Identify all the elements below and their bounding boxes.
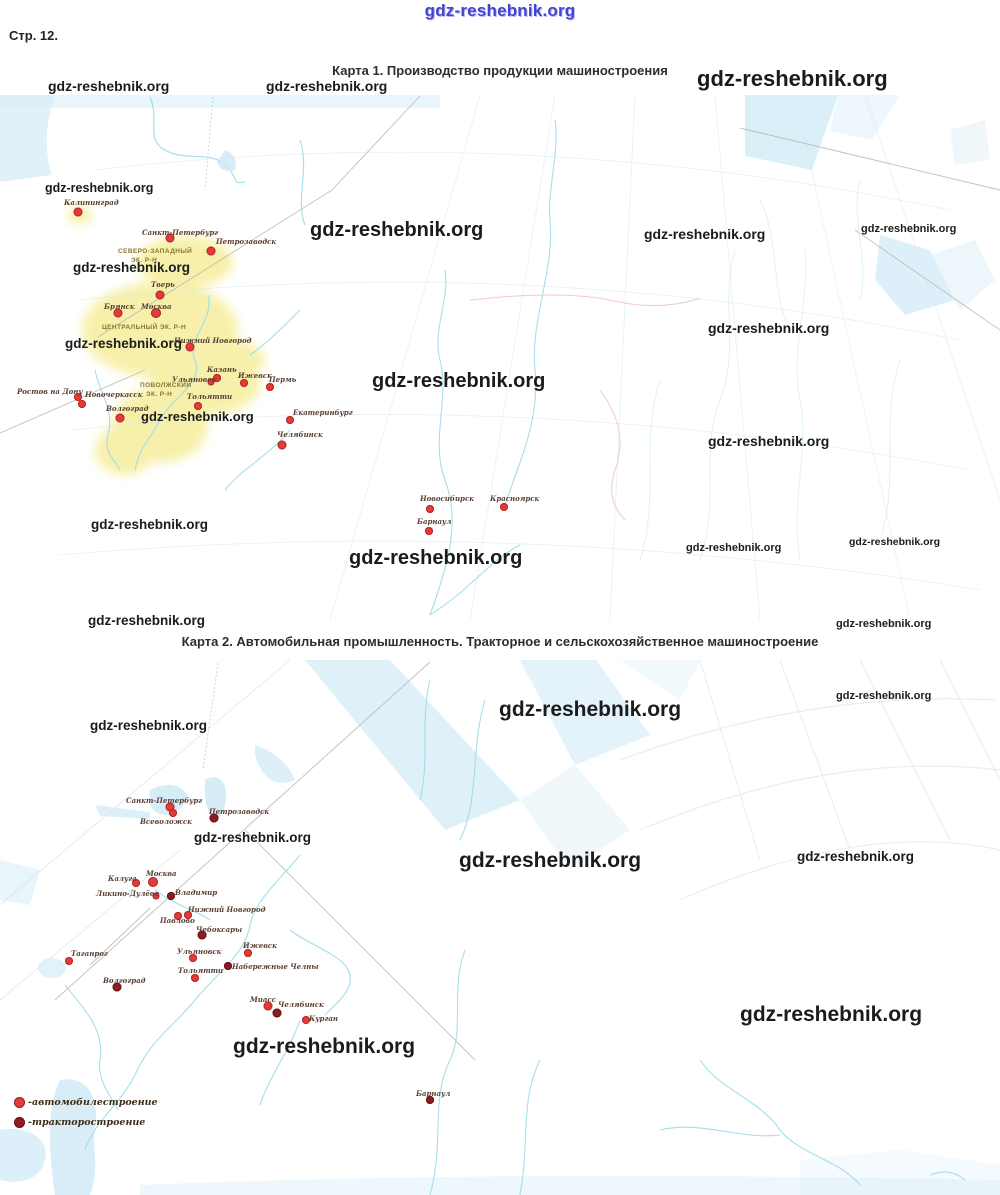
legend-label: -тракторостроение xyxy=(28,1116,146,1128)
legend-item: -тракторостроение xyxy=(14,1112,158,1132)
legend-auto-dot xyxy=(14,1096,25,1108)
map1-geography xyxy=(0,94,1000,621)
page-number: Стр. 12. xyxy=(9,28,58,43)
site-watermark-top: gdz-reshebnik.org xyxy=(424,1,576,20)
map2-geography xyxy=(0,659,1000,1195)
map2-title: Карта 2. Автомобильная промышленность. Т… xyxy=(181,634,819,649)
map1-title: Карта 1. Производство продукции машиност… xyxy=(332,63,668,78)
legend-item: -автомобилестроение xyxy=(14,1092,158,1112)
legend-label: -автомобилестроение xyxy=(28,1096,158,1108)
legend-tractor-dot xyxy=(14,1116,25,1128)
map2-legend: -автомобилестроение -тракторостроение xyxy=(14,1092,158,1132)
